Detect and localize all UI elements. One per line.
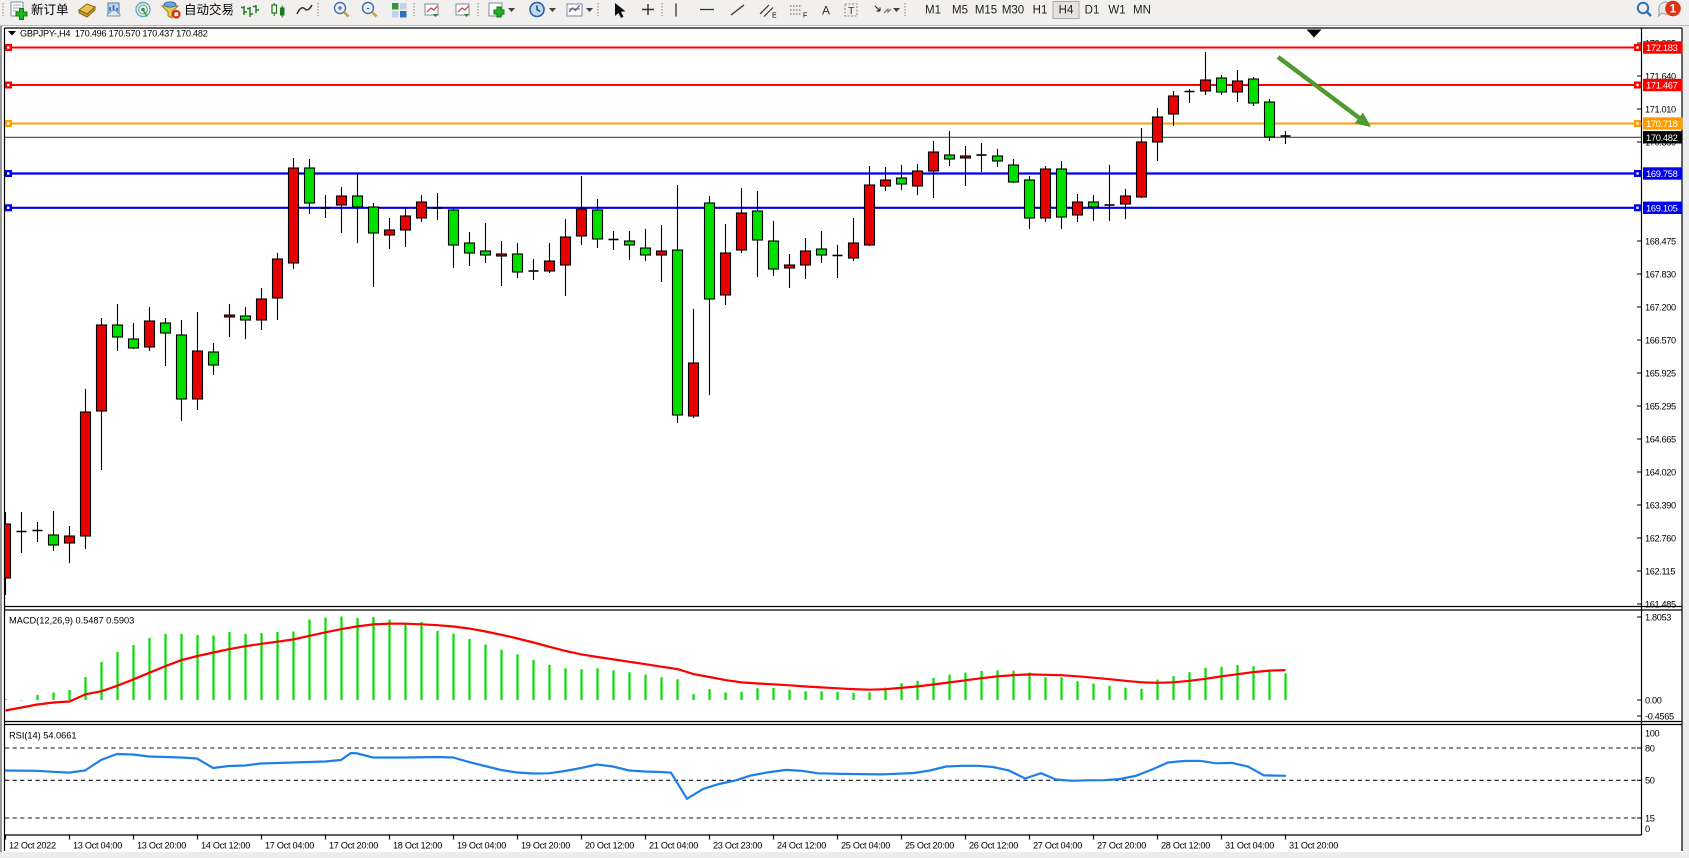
- svg-text:H1: H1: [1033, 5, 1048, 17]
- svg-text:172.183: 172.183: [1646, 42, 1678, 53]
- svg-text:M30: M30: [1002, 5, 1024, 17]
- svg-text:162.760: 162.760: [1645, 533, 1676, 543]
- svg-text:161.485: 161.485: [1645, 599, 1676, 609]
- svg-text:M1: M1: [925, 5, 941, 17]
- svg-text:-: -: [367, 3, 370, 13]
- svg-text:-0.4565: -0.4565: [1645, 711, 1674, 721]
- svg-text:170.718: 170.718: [1646, 118, 1678, 129]
- svg-text:100: 100: [1645, 728, 1660, 738]
- svg-text:167.830: 167.830: [1645, 269, 1676, 279]
- svg-text:MACD(12,26,9) 0.5487 0.5903: MACD(12,26,9) 0.5487 0.5903: [9, 616, 134, 626]
- svg-text:A: A: [822, 4, 830, 18]
- svg-text:28 Oct 12:00: 28 Oct 12:00: [1161, 841, 1210, 851]
- svg-text:21 Oct 04:00: 21 Oct 04:00: [649, 841, 698, 851]
- svg-text:15: 15: [1645, 813, 1655, 823]
- svg-text:31 Oct 20:00: 31 Oct 20:00: [1289, 841, 1338, 851]
- svg-text:19 Oct 20:00: 19 Oct 20:00: [521, 841, 570, 851]
- svg-text:17 Oct 20:00: 17 Oct 20:00: [329, 841, 378, 851]
- svg-text:27 Oct 04:00: 27 Oct 04:00: [1033, 841, 1082, 851]
- svg-text:+: +: [337, 3, 342, 13]
- svg-text:RSI(14) 54.0661: RSI(14) 54.0661: [9, 731, 76, 741]
- svg-text:D1: D1: [1085, 5, 1100, 17]
- svg-text:163.390: 163.390: [1645, 500, 1676, 510]
- svg-text:24 Oct 12:00: 24 Oct 12:00: [777, 841, 826, 851]
- svg-text:GBPJPY-,H4 170.496 170.570 17: GBPJPY-,H4 170.496 170.570 170.437 170.4…: [20, 29, 208, 39]
- svg-text:13 Oct 04:00: 13 Oct 04:00: [73, 841, 122, 851]
- svg-text:新订单: 新订单: [31, 2, 69, 17]
- svg-text:166.570: 166.570: [1645, 335, 1676, 345]
- svg-text:17 Oct 04:00: 17 Oct 04:00: [265, 841, 314, 851]
- svg-text:T: T: [848, 5, 855, 17]
- svg-text:20 Oct 12:00: 20 Oct 12:00: [585, 841, 634, 851]
- svg-text:MN: MN: [1133, 5, 1151, 17]
- svg-text:171.640: 171.640: [1645, 71, 1676, 81]
- svg-text:31 Oct 04:00: 31 Oct 04:00: [1225, 841, 1274, 851]
- svg-text:M15: M15: [975, 5, 997, 17]
- svg-text:M5: M5: [952, 5, 968, 17]
- svg-text:25 Oct 04:00: 25 Oct 04:00: [841, 841, 890, 851]
- svg-text:1: 1: [1670, 2, 1677, 16]
- svg-text:27 Oct 20:00: 27 Oct 20:00: [1097, 841, 1146, 851]
- svg-text:18 Oct 12:00: 18 Oct 12:00: [393, 841, 442, 851]
- svg-text:165.925: 165.925: [1645, 368, 1676, 378]
- svg-text:26 Oct 12:00: 26 Oct 12:00: [969, 841, 1018, 851]
- svg-text:171.010: 171.010: [1645, 104, 1676, 114]
- svg-text:50: 50: [1645, 776, 1655, 786]
- svg-text:170.482: 170.482: [1646, 132, 1678, 143]
- svg-text:23 Oct 23:00: 23 Oct 23:00: [713, 841, 762, 851]
- svg-text:自动交易: 自动交易: [184, 2, 234, 17]
- svg-text:13 Oct 20:00: 13 Oct 20:00: [137, 841, 186, 851]
- svg-text:164.020: 164.020: [1645, 467, 1676, 477]
- svg-text:1.8053: 1.8053: [1645, 612, 1671, 622]
- svg-text:164.665: 164.665: [1645, 434, 1676, 444]
- svg-text:80: 80: [1645, 743, 1655, 753]
- svg-text:0.00: 0.00: [1645, 695, 1662, 705]
- svg-text:19 Oct 04:00: 19 Oct 04:00: [457, 841, 506, 851]
- svg-text:169.758: 169.758: [1646, 168, 1678, 179]
- svg-text:167.200: 167.200: [1645, 302, 1676, 312]
- svg-text:H4: H4: [1059, 5, 1074, 17]
- svg-text:168.475: 168.475: [1645, 236, 1676, 246]
- svg-text:14 Oct 12:00: 14 Oct 12:00: [201, 841, 250, 851]
- svg-text:171.467: 171.467: [1646, 80, 1678, 91]
- svg-text:W1: W1: [1108, 5, 1125, 17]
- svg-text:25 Oct 20:00: 25 Oct 20:00: [905, 841, 954, 851]
- svg-text:E: E: [772, 13, 777, 20]
- svg-text:169.105: 169.105: [1646, 202, 1678, 213]
- svg-text:165.295: 165.295: [1645, 401, 1676, 411]
- svg-text:162.115: 162.115: [1645, 566, 1675, 576]
- svg-text:F: F: [803, 13, 807, 20]
- svg-text:12 Oct 2022: 12 Oct 2022: [9, 841, 56, 851]
- svg-text:0: 0: [1645, 824, 1650, 834]
